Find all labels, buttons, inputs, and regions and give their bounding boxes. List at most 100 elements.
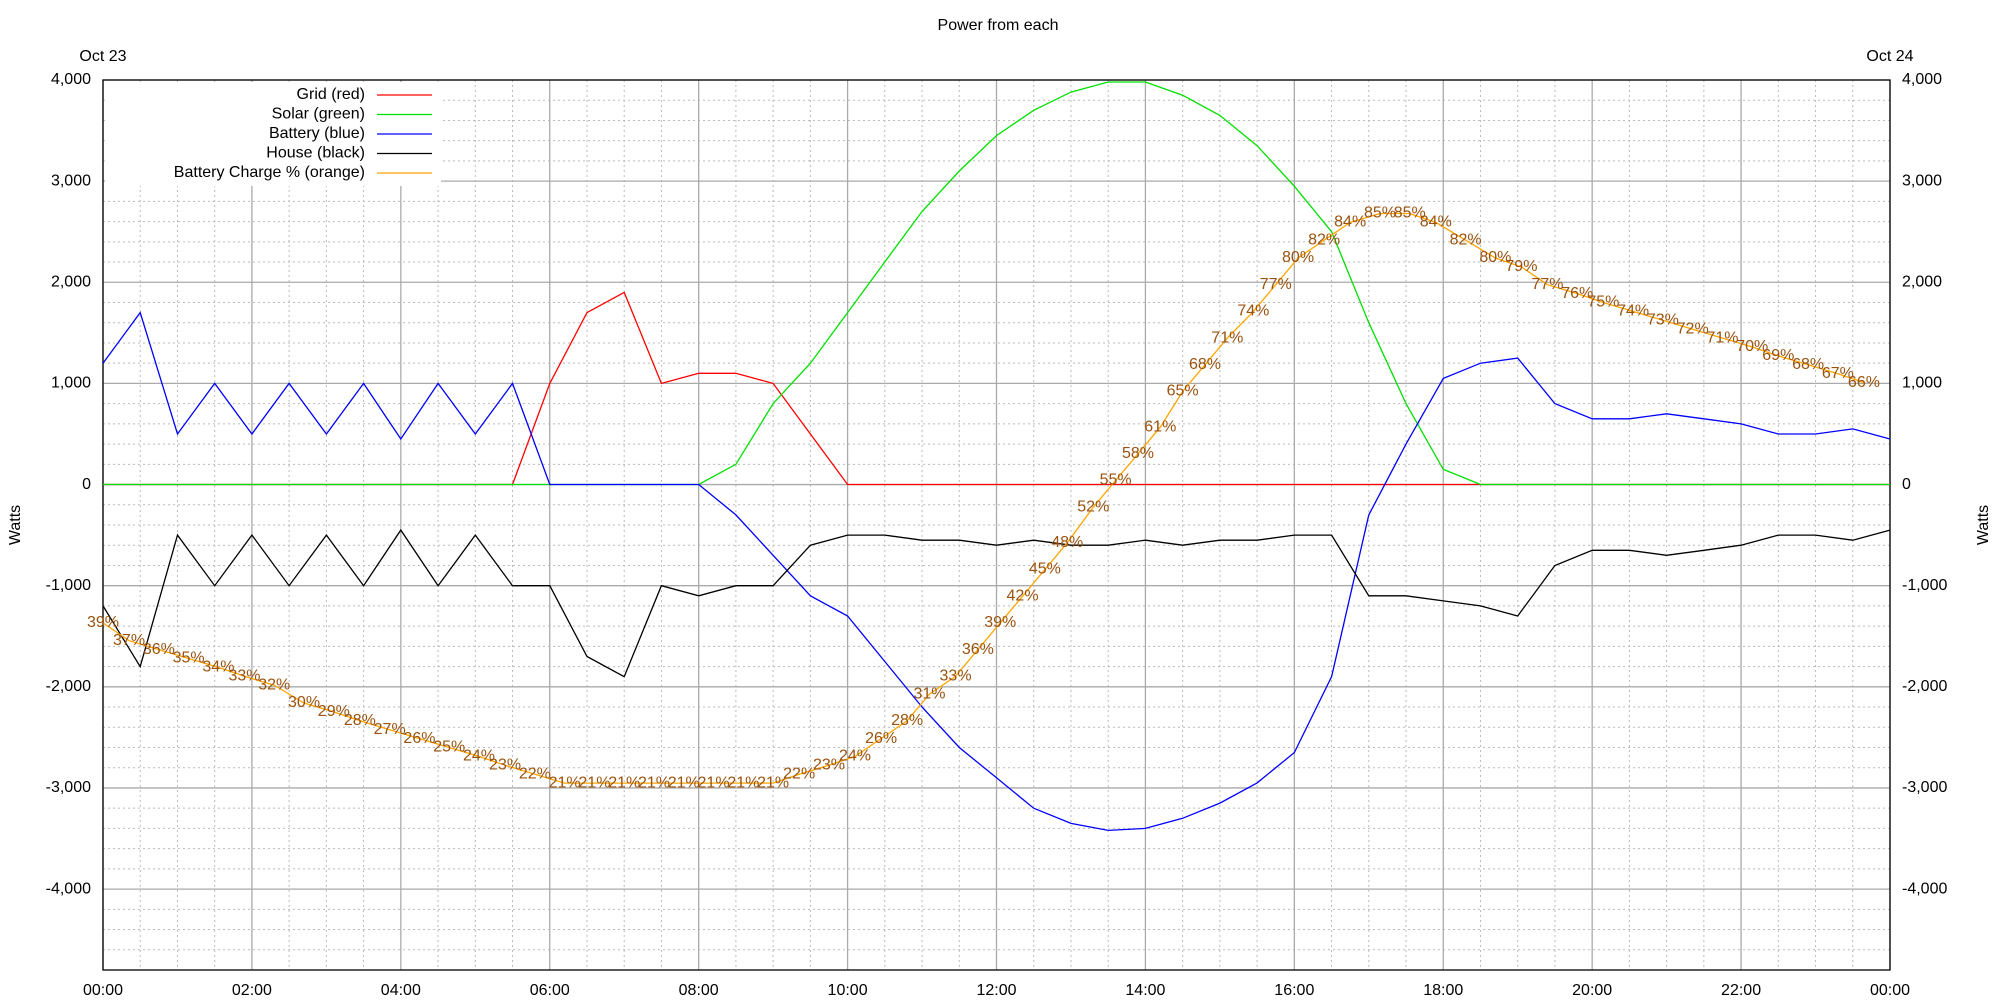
data-label: 36%	[143, 641, 175, 658]
data-label: 69%	[1762, 347, 1794, 364]
x-tick-label: 12:00	[976, 982, 1016, 999]
data-label: 61%	[1144, 418, 1176, 435]
data-label: 22%	[519, 765, 551, 782]
data-label: 28%	[891, 712, 923, 729]
data-label: 35%	[173, 650, 205, 667]
x-tick-label: 14:00	[1125, 982, 1165, 999]
data-label: 36%	[962, 641, 994, 658]
series-line	[102, 212, 1865, 784]
data-label: 67%	[1822, 365, 1854, 382]
y2-tick-label: -1,000	[1902, 577, 1947, 594]
y2-tick-label: -3,000	[1902, 779, 1947, 796]
legend: Grid (red) Solar (green) Battery (blue) Hou…	[105, 82, 441, 186]
y-tick-label: -3,000	[46, 779, 91, 796]
data-label: 82%	[1308, 231, 1340, 248]
data-label: 80%	[1282, 249, 1314, 266]
data-label: 71%	[1706, 329, 1738, 346]
legend-label: Battery Charge % (orange)	[174, 164, 365, 181]
x-tick-label: 00:00	[1870, 982, 1910, 999]
data-label: 23%	[489, 757, 521, 774]
y-tick-label: 0	[82, 476, 91, 493]
data-label: 66%	[1848, 374, 1880, 391]
data-label: 24%	[463, 748, 495, 765]
data-label: 21%	[668, 774, 700, 791]
y-axis-label: Watts	[7, 505, 24, 545]
data-label: 21%	[757, 774, 789, 791]
y-tick-label: -2,000	[46, 678, 91, 695]
data-label: 37%	[113, 632, 145, 649]
data-label: 21%	[578, 774, 610, 791]
data-label: 71%	[1211, 329, 1243, 346]
x-tick-label: 02:00	[232, 982, 272, 999]
x-tick-label: 00:00	[83, 982, 123, 999]
data-label: 74%	[1237, 303, 1269, 320]
y-tick-label: 1,000	[51, 375, 91, 392]
data-label: 32%	[258, 676, 290, 693]
data-label: 85%	[1364, 205, 1396, 222]
data-label: 29%	[318, 703, 350, 720]
y-tick-label: -1,000	[46, 577, 91, 594]
data-label: 73%	[1647, 312, 1679, 329]
data-label: 45%	[1029, 561, 1061, 578]
y-tick-label: 4,000	[51, 71, 91, 88]
data-label: 48%	[1051, 534, 1083, 551]
data-label: 30%	[288, 694, 320, 711]
data-label: 33%	[940, 668, 972, 685]
x-tick-label: 16:00	[1274, 982, 1314, 999]
data-label: 80%	[1479, 249, 1511, 266]
y2-tick-label: 3,000	[1902, 172, 1942, 189]
data-label: 68%	[1792, 356, 1824, 373]
x-tick-label: 10:00	[828, 982, 868, 999]
data-label: 27%	[374, 721, 406, 738]
data-label: 55%	[1100, 472, 1132, 489]
data-label: 34%	[202, 659, 234, 676]
data-label: 74%	[1617, 303, 1649, 320]
data-label: 76%	[1561, 285, 1593, 302]
data-label: 75%	[1587, 294, 1619, 311]
x-tick-label: 06:00	[530, 982, 570, 999]
legend-label: House (black)	[266, 145, 365, 162]
series-line	[102, 528, 1891, 678]
y2-tick-label: 0	[1902, 476, 1911, 493]
data-label: 42%	[1007, 587, 1039, 604]
data-label: 77%	[1531, 276, 1563, 293]
y2-axis-label: Watts	[1975, 505, 1992, 545]
legend-label: Grid (red)	[297, 86, 365, 103]
data-label: 24%	[839, 748, 871, 765]
legend-label: Solar (green)	[272, 106, 365, 123]
data-label: 28%	[344, 712, 376, 729]
data-label: 21%	[698, 774, 730, 791]
data-label: 84%	[1334, 214, 1366, 231]
y-tick-label: -4,000	[46, 880, 91, 897]
data-label: 31%	[913, 685, 945, 702]
chart-title: Power from each	[938, 17, 1059, 34]
data-label: 21%	[727, 774, 759, 791]
data-label: 70%	[1736, 338, 1768, 355]
data-label: 21%	[549, 774, 581, 791]
series-line	[102, 311, 1891, 832]
date-start: Oct 23	[79, 48, 126, 65]
legend-label: Battery (blue)	[269, 125, 365, 142]
data-label: 82%	[1450, 231, 1482, 248]
data-label: 72%	[1677, 320, 1709, 337]
plot-frame	[102, 79, 1891, 971]
data-label: 26%	[865, 730, 897, 747]
data-label: 39%	[984, 614, 1016, 631]
y-tick-label: 3,000	[51, 172, 91, 189]
data-label: 21%	[608, 774, 640, 791]
x-tick-label: 18:00	[1423, 982, 1463, 999]
data-label: 25%	[433, 739, 465, 756]
data-label: 58%	[1122, 445, 1154, 462]
x-tick-label: 04:00	[381, 982, 421, 999]
data-label: 33%	[228, 668, 260, 685]
data-label: 22%	[783, 765, 815, 782]
data-label: 77%	[1260, 276, 1292, 293]
y2-tick-label: 1,000	[1902, 375, 1942, 392]
data-label: 79%	[1505, 258, 1537, 275]
y2-tick-label: 4,000	[1902, 71, 1942, 88]
y-tick-label: 2,000	[51, 273, 91, 290]
data-label: 85%	[1394, 205, 1426, 222]
data-label: 84%	[1420, 214, 1452, 231]
